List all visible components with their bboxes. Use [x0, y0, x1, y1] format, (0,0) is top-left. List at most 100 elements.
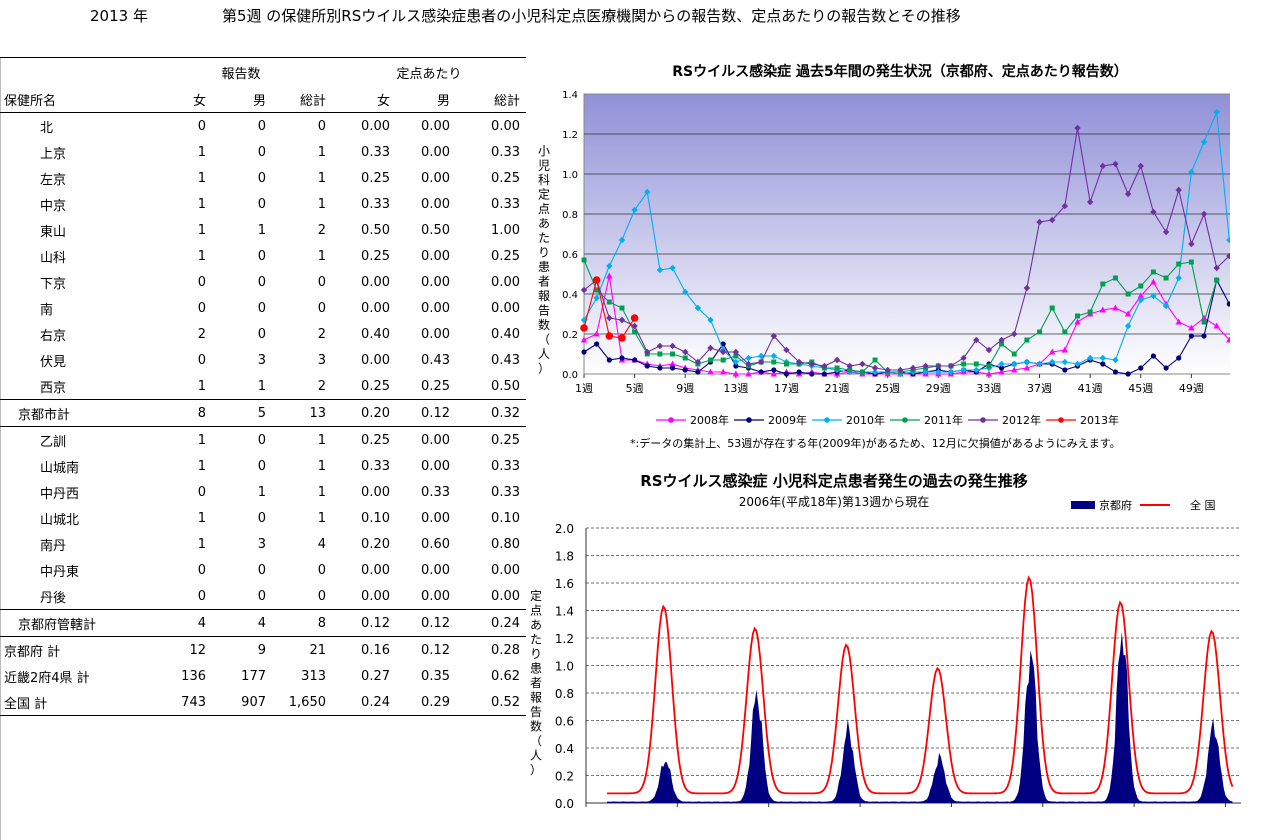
row-value: 2: [197, 326, 206, 342]
data-point: [1099, 162, 1107, 170]
row-value: 0.33: [491, 196, 520, 212]
row-name: 左京: [40, 172, 67, 188]
data-point: [1023, 364, 1031, 371]
data-point: [1150, 269, 1156, 275]
row-value: 0.60: [421, 536, 450, 552]
data-point: [758, 369, 764, 375]
y-axis-label-char: た: [530, 633, 542, 647]
row-value: 0.00: [361, 352, 390, 368]
data-point: [669, 365, 676, 371]
table-row: 中丹東 0 0 0 0.00 0.00 0.00: [0, 557, 526, 583]
table-row: 右京 2 0 2 0.40 0.00 0.40: [0, 321, 526, 347]
data-point: [872, 357, 878, 363]
data-point: [771, 367, 777, 373]
table-row: 山城南 1 0 1 0.33 0.00 0.33: [0, 453, 526, 479]
data-point: [1048, 216, 1056, 224]
row-value: 12: [150, 636, 212, 663]
data-point: [998, 360, 1005, 368]
data-point: [1226, 336, 1230, 343]
data-point: [618, 316, 626, 324]
row-value: 0.80: [491, 536, 520, 552]
x-tick-label: 21週: [825, 382, 850, 395]
row-name: 南丹: [40, 538, 67, 554]
row-value: 0.33: [491, 144, 520, 160]
legend-label-national: 全 国: [1190, 498, 1216, 512]
data-point: [1086, 354, 1094, 362]
data-point: [947, 368, 955, 376]
data-point: [973, 361, 979, 367]
table-row: 京都府 計 12 9 21 0.16 0.12 0.28: [0, 636, 526, 663]
row-name: 上京: [40, 146, 67, 162]
data-point: [1036, 360, 1043, 368]
y-tick-label: 0.0: [555, 797, 574, 810]
data-point: [618, 334, 626, 342]
data-point: [1023, 358, 1031, 366]
row-value: 0.10: [361, 510, 390, 526]
data-point: [1048, 348, 1056, 355]
table-row: 全国 計 743 907 1,650 0.24 0.29 0.52: [0, 689, 526, 716]
y-axis-label: 小児科定点あたり患者報告数（人）: [538, 144, 550, 376]
row-value: 0.33: [491, 458, 520, 474]
y-axis-label-char: 人: [530, 749, 542, 763]
row-value: 0: [317, 562, 326, 578]
data-point: [745, 354, 752, 362]
y-tick-label: 0.2: [555, 770, 574, 784]
row-value: 743: [150, 689, 212, 716]
data-point: [796, 369, 802, 375]
data-point: [809, 371, 815, 377]
data-point: [708, 357, 714, 363]
data-point: [1124, 322, 1132, 330]
chart-title: RSウイルス感染症 過去5年間の発生状況（京都府、定点あたり報告数）: [672, 63, 1127, 80]
data-point: [1075, 313, 1080, 319]
table-row: 近畿2府4県 計 136 177 313 0.27 0.35 0.62: [0, 663, 526, 689]
row-value: 1: [197, 536, 206, 552]
row-value: 1: [317, 170, 326, 186]
data-point: [605, 332, 614, 340]
data-point: [632, 329, 638, 335]
data-point: [1175, 274, 1182, 282]
legend-marker: [824, 417, 830, 423]
data-point: [783, 346, 790, 354]
row-value: 0.25: [361, 432, 390, 448]
y-tick-label: 0.6: [555, 715, 574, 729]
data-point: [1112, 304, 1119, 311]
data-point: [770, 370, 778, 377]
y-axis-label-char: 患: [530, 662, 542, 676]
col-header-name: 保健所名: [0, 86, 150, 113]
row-value: 1: [317, 510, 326, 526]
table-row: 南 0 0 0 0.00 0.00 0.00: [0, 295, 526, 321]
row-value: 0.35: [421, 668, 450, 684]
row-name: 東山: [40, 224, 67, 240]
row-value: 1: [257, 378, 266, 394]
data-point: [720, 341, 726, 347]
data-point: [1226, 236, 1230, 244]
data-point: [606, 357, 612, 363]
legend-label: 2011年: [924, 413, 963, 427]
table-row: 中京 1 0 1 0.33 0.00 0.33: [0, 191, 526, 217]
table-row: 下京 0 0 0 0.00 0.00 0.00: [0, 269, 526, 295]
row-value: 0: [317, 300, 326, 316]
report-table-container: 報告数 定点あたり 保健所名 女 男 総計 女 男 総計 北 0 0 0 0.00 0.0…: [0, 57, 526, 716]
data-point: [961, 361, 967, 367]
row-value: 0.52: [456, 689, 526, 716]
data-point: [1175, 318, 1182, 325]
data-point: [1124, 190, 1132, 198]
col-header-male: 男: [212, 86, 272, 113]
row-value: 0: [317, 274, 326, 290]
col-header-female: 女: [150, 86, 212, 113]
x-tick-label: 17週: [774, 382, 799, 395]
y-tick-label: 1.0: [562, 170, 578, 181]
row-name: 京都市計: [0, 399, 150, 427]
data-point: [682, 355, 688, 361]
data-point: [1099, 306, 1107, 313]
row-value: 4: [150, 609, 212, 637]
data-point: [592, 276, 601, 284]
data-point: [618, 236, 626, 244]
data-point: [581, 349, 587, 355]
y-axis-label-char: 小: [538, 144, 550, 158]
row-name: 京都府管轄計: [0, 609, 150, 637]
data-point: [833, 356, 841, 364]
data-point: [1162, 302, 1170, 310]
data-point: [1150, 353, 1157, 359]
group-header-per-site: 定点あたり: [332, 57, 526, 86]
